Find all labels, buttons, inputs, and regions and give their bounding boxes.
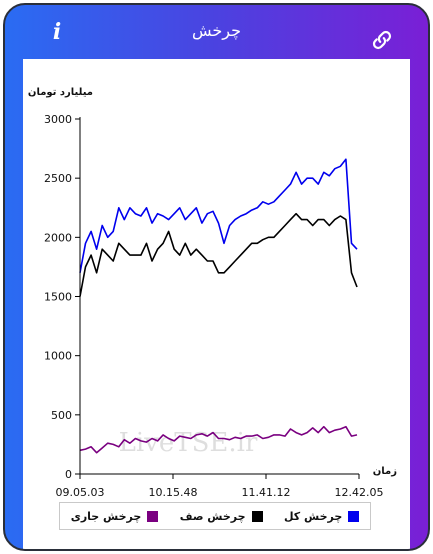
y-tick-label: 1500 <box>44 291 72 304</box>
x-tick-label: 09.05.03 <box>56 486 105 499</box>
legend-label: چرخش کل <box>283 509 343 523</box>
legend-label: چرخش صف <box>179 509 246 523</box>
page-title: چرخش <box>191 21 241 40</box>
y-tick-label: 1000 <box>44 350 72 363</box>
turnover-chart: میلیارد تومان زمان 0 500 1000 1500 2000 2500 3… <box>28 87 397 499</box>
legend-swatch <box>348 510 360 522</box>
legend-item[interactable]: چرخش صف <box>180 510 263 523</box>
x-axis-label: زمان <box>373 466 397 477</box>
y-tick-label: 2000 <box>44 231 72 244</box>
y-tick-label: 3000 <box>44 113 72 126</box>
y-tick-label: 0 <box>65 468 72 481</box>
series-line-0 <box>79 158 358 273</box>
header: i چرخش <box>5 5 428 59</box>
y-tick-label: 2500 <box>44 172 72 185</box>
legend-item[interactable]: چرخش جاری <box>71 510 159 523</box>
x-tick-label: 12.42.05 <box>335 486 384 499</box>
x-tick-label: 10.15.48 <box>149 486 198 499</box>
app-frame: i چرخش میلیارد تومان زمان 0 500 1000 1500 20… <box>3 3 430 551</box>
series-line-1 <box>79 212 358 297</box>
legend: چرخش کل چرخش صف چرخش جاری <box>59 502 371 530</box>
x-tick-label: 11.41.12 <box>242 486 291 499</box>
legend-label: چرخش جاری <box>70 509 142 523</box>
y-tick-label: 500 <box>51 409 72 422</box>
info-button[interactable]: i <box>52 19 62 45</box>
link-icon[interactable] <box>371 29 393 51</box>
legend-item[interactable]: چرخش کل <box>283 509 360 523</box>
chart-panel: میلیارد تومان زمان 0 500 1000 1500 2000 2500 3… <box>23 59 410 549</box>
watermark: LiveTSE.ir <box>119 428 258 458</box>
legend-swatch <box>147 510 159 522</box>
y-axis-label: میلیارد تومان <box>28 87 93 98</box>
series-line-2 <box>79 425 358 454</box>
legend-swatch <box>251 510 263 522</box>
